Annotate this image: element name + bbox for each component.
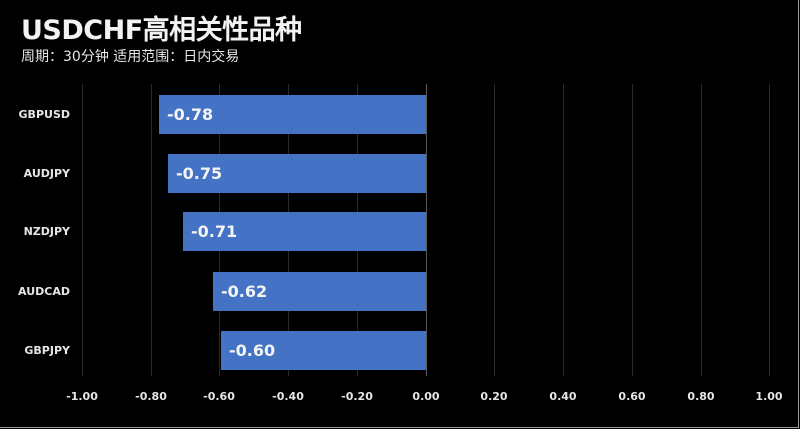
bar-value-label: -0.75 xyxy=(176,164,223,183)
bar: -0.75 xyxy=(168,154,426,193)
chart-subtitle: 周期：30分钟 适用范围：日内交易 xyxy=(21,49,240,65)
bar-value-label: -0.78 xyxy=(167,105,214,124)
gridline xyxy=(82,84,83,376)
bar: -0.62 xyxy=(213,272,426,311)
bar: -0.60 xyxy=(221,331,426,370)
bar-value-label: -0.60 xyxy=(229,341,276,360)
gridline xyxy=(632,84,633,376)
x-tick-label: 0.60 xyxy=(618,390,646,403)
x-tick-label: 0.40 xyxy=(549,390,577,403)
category-label: AUDCAD xyxy=(18,285,70,298)
gridline xyxy=(769,84,770,376)
x-tick-label: 1.00 xyxy=(755,390,783,403)
x-tick-label: -0.60 xyxy=(203,390,235,403)
category-label: NZDJPY xyxy=(23,225,70,238)
x-tick-label: -0.40 xyxy=(272,390,304,403)
gridline xyxy=(563,84,564,376)
gridline xyxy=(701,84,702,376)
x-tick-label: -0.20 xyxy=(341,390,373,403)
x-tick-label: 0.80 xyxy=(687,390,715,403)
category-label: GBPUSD xyxy=(18,108,70,121)
zero-axis-line xyxy=(426,84,427,376)
chart-title: USDCHF高相关性品种 xyxy=(21,15,302,46)
category-label: AUDJPY xyxy=(23,167,70,180)
x-tick-label: 0.20 xyxy=(480,390,508,403)
x-tick-label: -1.00 xyxy=(66,390,98,403)
bar-value-label: -0.62 xyxy=(221,282,268,301)
gridline xyxy=(494,84,495,376)
bar: -0.78 xyxy=(159,95,426,134)
category-label: GBPJPY xyxy=(24,344,70,357)
x-tick-label: -0.80 xyxy=(135,390,167,403)
gridline xyxy=(151,84,152,376)
bar-value-label: -0.71 xyxy=(191,222,238,241)
bar: -0.71 xyxy=(183,212,426,251)
x-tick-label: 0.00 xyxy=(412,390,440,403)
